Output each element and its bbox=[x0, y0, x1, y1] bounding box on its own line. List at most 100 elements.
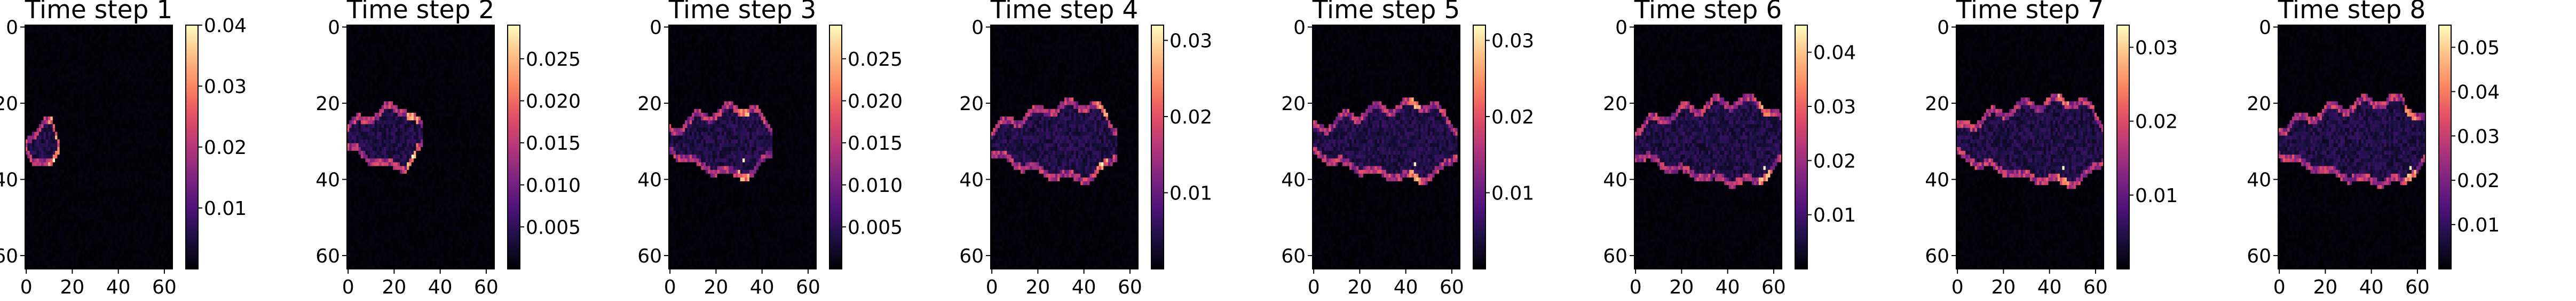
heatmap-cell bbox=[143, 44, 145, 49]
heatmap-cell bbox=[101, 48, 104, 52]
heatmap-cell bbox=[140, 33, 143, 37]
heatmap-cell bbox=[120, 67, 122, 71]
heatmap-cell bbox=[163, 97, 166, 102]
heatmap-cell bbox=[53, 67, 56, 71]
heatmap-cell bbox=[57, 86, 60, 90]
heatmap-cell bbox=[90, 48, 92, 52]
heatmap-cell bbox=[152, 41, 154, 45]
heatmap-cell bbox=[113, 94, 115, 98]
heatmap-cell bbox=[37, 59, 39, 64]
heatmap-cell bbox=[34, 97, 37, 102]
heatmap-cell bbox=[39, 82, 42, 87]
heatmap-cell bbox=[55, 44, 58, 49]
heatmap-cell bbox=[154, 52, 157, 56]
heatmap-cell bbox=[136, 59, 138, 64]
heatmap-cell bbox=[85, 86, 88, 90]
heatmap-cell bbox=[159, 25, 161, 29]
heatmap-cell bbox=[62, 90, 65, 94]
heatmap-cell bbox=[62, 94, 65, 98]
heatmap-cell bbox=[76, 36, 78, 41]
heatmap-cell bbox=[163, 86, 166, 90]
heatmap-cell bbox=[127, 75, 129, 79]
heatmap-cell bbox=[163, 71, 166, 75]
heatmap-cell bbox=[78, 71, 81, 75]
heatmap-cell bbox=[145, 63, 147, 67]
heatmap-cell bbox=[99, 75, 101, 79]
heatmap-cell bbox=[85, 63, 88, 67]
heatmap-cell bbox=[113, 75, 115, 79]
heatmap-cell bbox=[78, 33, 81, 37]
heatmap-cell bbox=[161, 79, 163, 83]
heatmap-cell bbox=[74, 36, 76, 41]
heatmap-cell bbox=[149, 56, 152, 60]
heatmap-cell bbox=[37, 79, 39, 83]
heatmap-cell bbox=[145, 71, 147, 75]
heatmap-cell bbox=[90, 75, 92, 79]
heatmap-cell bbox=[168, 41, 170, 45]
heatmap-cell bbox=[149, 33, 152, 37]
heatmap-cell bbox=[127, 41, 129, 45]
heatmap-cell bbox=[30, 90, 33, 94]
heatmap-cell bbox=[81, 25, 83, 29]
heatmap-cell bbox=[110, 94, 113, 98]
heatmap-cell bbox=[168, 44, 170, 49]
heatmap-cell bbox=[60, 82, 62, 87]
heatmap-cell bbox=[163, 25, 166, 29]
heatmap-cell bbox=[106, 97, 108, 102]
heatmap-cell bbox=[152, 90, 154, 94]
heatmap-cell bbox=[50, 90, 53, 94]
heatmap-cell bbox=[39, 79, 42, 83]
heatmap-cell bbox=[106, 44, 108, 49]
heatmap-cell bbox=[120, 52, 122, 56]
heatmap-cell bbox=[161, 36, 163, 41]
heatmap-cell bbox=[69, 52, 72, 56]
heatmap-cell bbox=[110, 67, 113, 71]
heatmap-cell bbox=[154, 63, 157, 67]
heatmap-cell bbox=[83, 90, 85, 94]
heatmap-cell bbox=[138, 41, 140, 45]
heatmap-cell bbox=[145, 94, 147, 98]
heatmap-cell bbox=[133, 67, 136, 71]
heatmap-cell bbox=[168, 33, 170, 37]
heatmap-cell bbox=[92, 97, 94, 102]
heatmap-cell bbox=[64, 41, 67, 45]
heatmap-cell bbox=[163, 59, 166, 64]
heatmap-cell bbox=[133, 63, 136, 67]
heatmap-cell bbox=[71, 52, 74, 56]
heatmap-cell bbox=[143, 36, 145, 41]
heatmap-cell bbox=[92, 48, 94, 52]
heatmap-cell bbox=[115, 56, 117, 60]
heatmap-cell bbox=[30, 56, 33, 60]
heatmap-cell bbox=[69, 36, 72, 41]
heatmap-cells bbox=[25, 25, 172, 269]
heatmap-cell bbox=[92, 79, 94, 83]
heatmap-cell bbox=[99, 44, 101, 49]
heatmap-cell bbox=[99, 94, 101, 98]
heatmap-cell bbox=[165, 44, 168, 49]
heatmap-cell bbox=[60, 90, 62, 94]
heatmap-cell bbox=[161, 48, 163, 52]
heatmap-cell bbox=[55, 102, 58, 106]
heatmap-cell bbox=[64, 48, 67, 52]
heatmap-cell bbox=[104, 33, 106, 37]
heatmap-cell bbox=[67, 67, 69, 71]
heatmap-panels: Time step 1020406002040600.040.030.020.0… bbox=[0, 0, 2500, 298]
heatmap-cell bbox=[113, 56, 115, 60]
heatmap-cell bbox=[138, 33, 140, 37]
heatmap-cell bbox=[127, 33, 129, 37]
heatmap-cell bbox=[110, 48, 113, 52]
heatmap-cell bbox=[34, 33, 37, 37]
heatmap-cell bbox=[152, 94, 154, 98]
heatmap-cell bbox=[55, 25, 58, 29]
heatmap-cell bbox=[129, 25, 131, 29]
heatmap-cell bbox=[46, 90, 49, 94]
heatmap-cell bbox=[39, 44, 42, 49]
heatmap-cell bbox=[97, 86, 99, 90]
heatmap-cell bbox=[30, 52, 33, 56]
heatmap-cell bbox=[120, 97, 122, 102]
heatmap-cell bbox=[115, 52, 117, 56]
heatmap-cell bbox=[117, 52, 120, 56]
heatmap-cell bbox=[90, 59, 92, 64]
heatmap-cell bbox=[57, 90, 60, 94]
heatmap-cell bbox=[120, 75, 122, 79]
